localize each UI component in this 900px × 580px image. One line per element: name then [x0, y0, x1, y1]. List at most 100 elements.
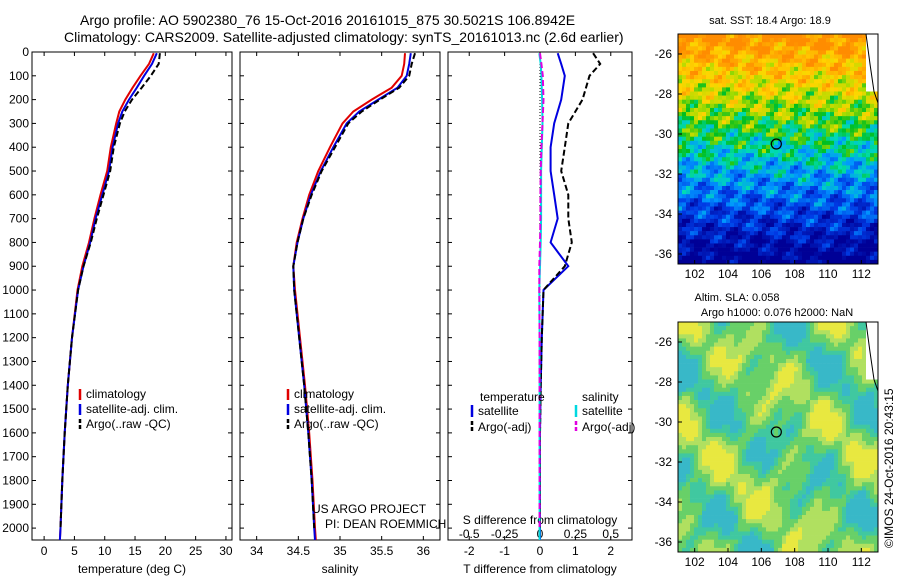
heatmap-cell — [850, 173, 855, 179]
heatmap-cell — [802, 350, 807, 356]
heatmap-cell — [830, 177, 835, 183]
heatmap-cell — [854, 251, 859, 257]
heatmap-cell — [770, 153, 775, 158]
heatmap-cell — [782, 116, 787, 121]
heatmap-cell — [810, 465, 815, 471]
heatmap-cell — [846, 185, 851, 191]
heatmap-cell — [850, 54, 855, 59]
heatmap-cell — [810, 70, 815, 76]
heatmap-cell — [734, 338, 739, 343]
heatmap-cell — [758, 198, 763, 203]
heatmap-cell — [862, 371, 867, 376]
heatmap-cell — [714, 322, 719, 327]
heatmap-cell — [838, 91, 843, 96]
heatmap-cell — [838, 58, 843, 64]
heatmap-cell — [766, 218, 771, 224]
heatmap-cell — [758, 38, 763, 43]
heatmap-cell — [750, 149, 755, 154]
heatmap-cell — [682, 218, 687, 224]
map-y-tick-label: -28 — [655, 87, 673, 101]
heatmap-cell — [702, 42, 707, 47]
heatmap-cell — [866, 424, 871, 430]
heatmap-cell — [786, 62, 791, 68]
heatmap-cell — [722, 149, 727, 154]
heatmap-cell — [726, 46, 731, 51]
heatmap-cell — [858, 214, 863, 220]
heatmap-cell — [702, 243, 707, 248]
heatmap-cell — [786, 173, 791, 179]
heatmap-cell — [826, 132, 831, 137]
heatmap-cell — [710, 395, 715, 401]
heatmap-cell — [854, 161, 859, 166]
heatmap-cell — [862, 363, 867, 368]
heatmap-cell — [690, 445, 695, 450]
heatmap-cell — [758, 120, 763, 125]
heatmap-cell — [850, 181, 855, 187]
heatmap-cell — [802, 210, 807, 216]
heatmap-cell — [698, 354, 703, 360]
heatmap-cell — [774, 354, 779, 360]
heatmap-cell — [726, 202, 731, 207]
heatmap-cell — [774, 128, 779, 133]
heatmap-cell — [834, 149, 839, 154]
heatmap-cell — [686, 473, 691, 479]
heatmap-cell — [798, 95, 803, 101]
heatmap-cell — [870, 239, 875, 244]
heatmap-cell — [782, 424, 787, 430]
heatmap-cell — [806, 235, 811, 240]
heatmap-cell — [782, 91, 787, 96]
heatmap-cell — [770, 346, 775, 352]
heatmap-cell — [698, 54, 703, 59]
heatmap-cell — [806, 169, 811, 174]
heatmap-cell — [854, 363, 859, 368]
chart-subtitle: Climatology: CARS2009. Satellite-adjuste… — [64, 29, 624, 45]
heatmap-cell — [702, 66, 707, 72]
heatmap-cell — [698, 342, 703, 347]
heatmap-cell — [802, 416, 807, 421]
heatmap-cell — [874, 103, 879, 109]
heatmap-cell — [758, 363, 763, 368]
heatmap-cell — [678, 445, 683, 450]
heatmap-cell — [714, 75, 719, 80]
heatmap-cell — [778, 243, 783, 248]
heatmap-cell — [690, 149, 695, 154]
heatmap-cell — [726, 465, 731, 471]
heatmap-cell — [778, 79, 783, 84]
heatmap-cell — [738, 149, 743, 154]
heatmap-cell — [762, 42, 767, 47]
heatmap-cell — [790, 445, 795, 450]
heatmap-cell — [850, 350, 855, 356]
heatmap-cell — [710, 157, 715, 162]
heatmap-cell — [714, 46, 719, 51]
heatmap-cell — [730, 437, 735, 442]
heatmap-cell — [850, 132, 855, 137]
heatmap-cell — [794, 371, 799, 376]
heatmap-cell — [682, 157, 687, 162]
heatmap-cell — [722, 136, 727, 142]
heatmap-cell — [718, 136, 723, 142]
heatmap-cell — [706, 181, 711, 187]
heatmap-cell — [730, 251, 735, 257]
heatmap-cell — [782, 58, 787, 64]
heatmap-cell — [682, 350, 687, 356]
heatmap-cell — [702, 198, 707, 203]
heatmap-cell — [770, 62, 775, 68]
heatmap-cell — [778, 473, 783, 479]
heatmap-cell — [806, 124, 811, 129]
heatmap-cell — [790, 54, 795, 59]
heatmap-cell — [838, 222, 843, 228]
heatmap-cell — [766, 70, 771, 76]
heatmap-cell — [742, 58, 747, 64]
heatmap-cell — [802, 251, 807, 257]
heatmap-cell — [746, 140, 751, 146]
heatmap-cell — [706, 330, 711, 335]
heatmap-cell — [770, 206, 775, 211]
heatmap-cell — [786, 34, 791, 39]
heatmap-cell — [758, 391, 763, 397]
heatmap-cell — [758, 322, 763, 327]
heatmap-cell — [790, 227, 795, 232]
heatmap-cell — [794, 432, 799, 438]
heatmap-cell — [714, 173, 719, 179]
heatmap-cell — [822, 322, 827, 327]
heatmap-cell — [830, 190, 835, 195]
